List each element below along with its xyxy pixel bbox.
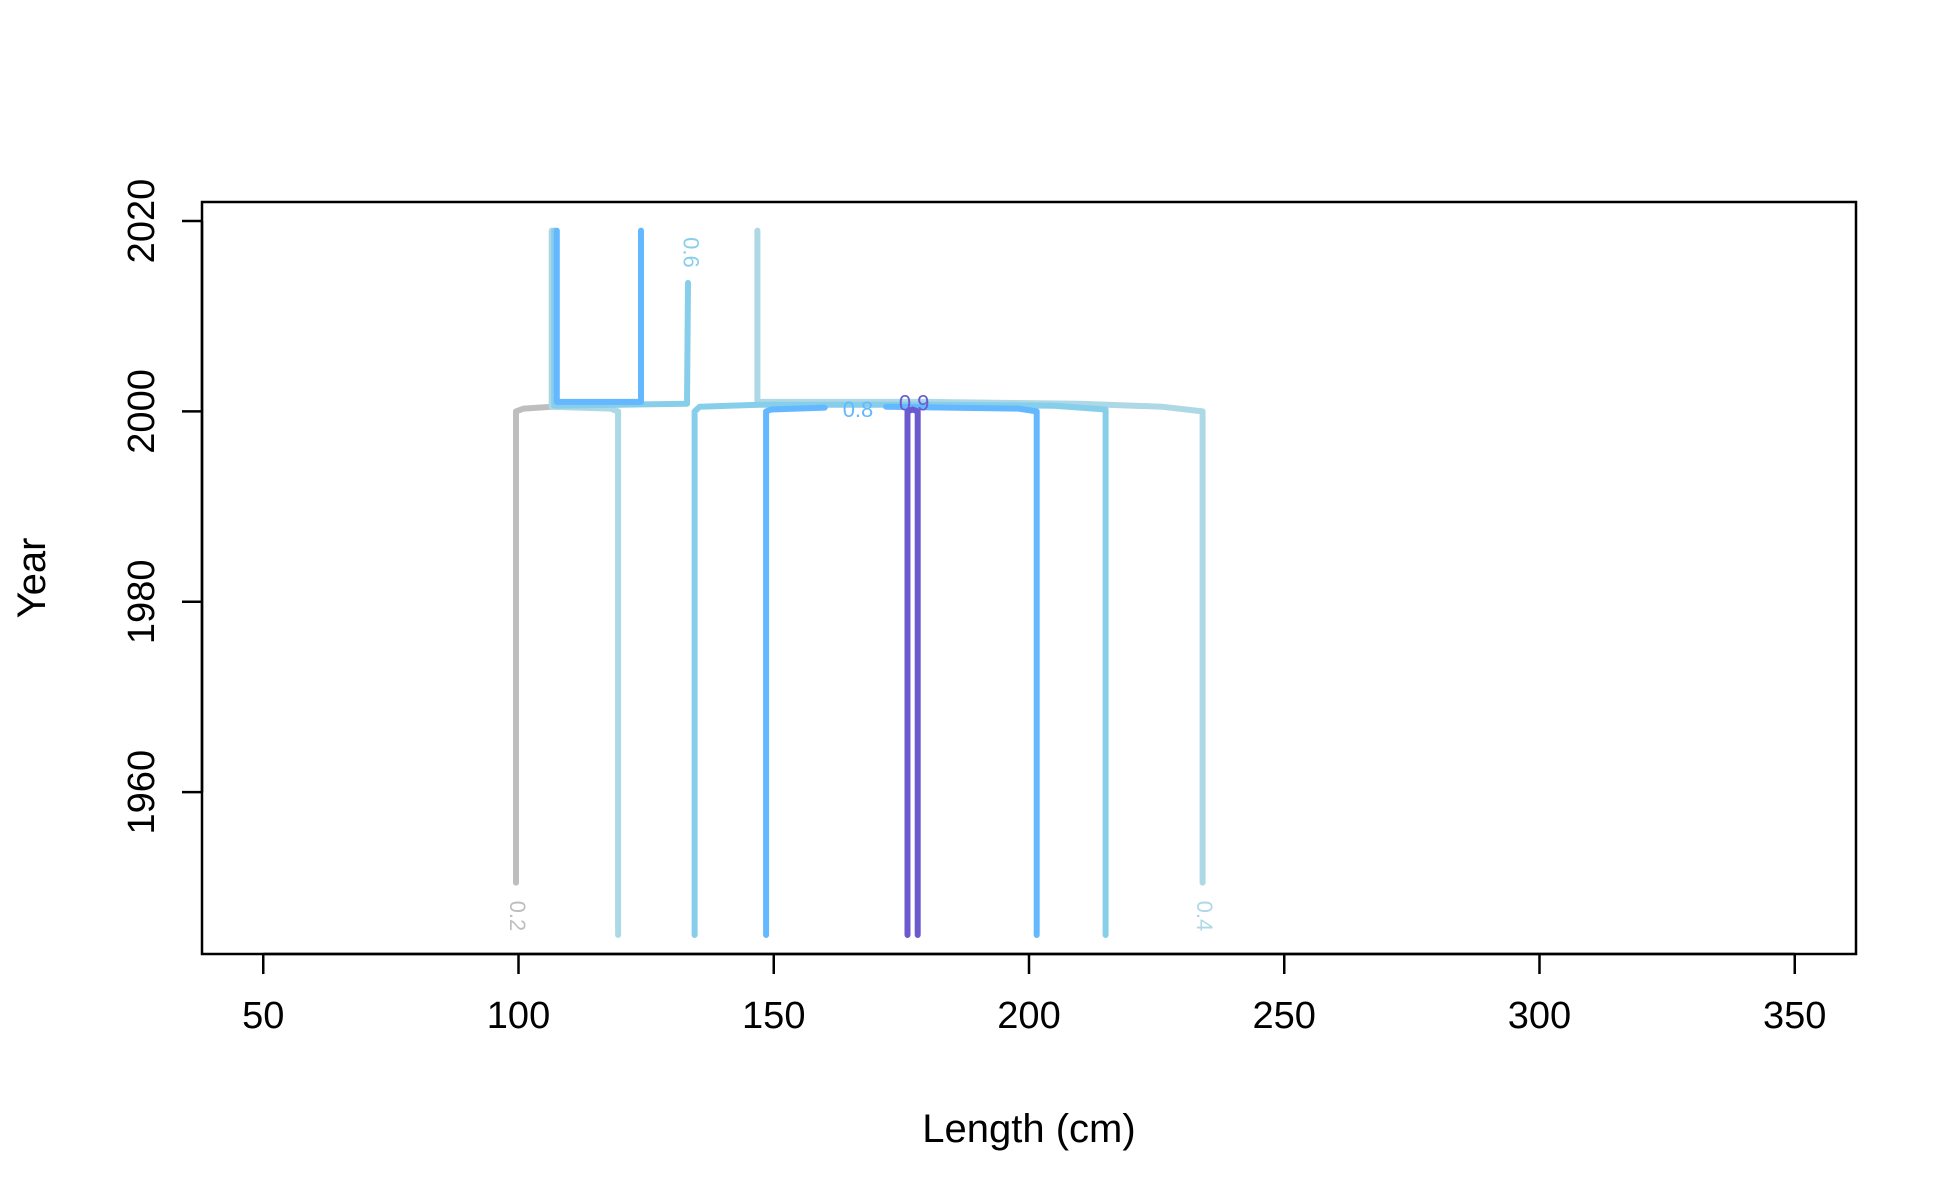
x-tick-label: 100: [487, 995, 550, 1037]
x-tick-label: 50: [242, 995, 284, 1037]
y-tick-label: 1960: [121, 750, 163, 835]
x-tick-label: 200: [997, 995, 1060, 1037]
x-tick-label: 150: [742, 995, 805, 1037]
contour-line-0-6: [691, 401, 1109, 938]
contour-line-0-8: [763, 404, 828, 938]
x-axis-title: Length (cm): [922, 1107, 1135, 1151]
contour-line-0-8: [553, 227, 644, 405]
x-axis: 50 100 150 200 250 300 350: [242, 952, 1826, 1037]
y-axis-title: Year: [10, 538, 54, 619]
contour-label-0-4: 0.4: [1192, 901, 1217, 932]
y-tick-label: 2020: [121, 179, 163, 264]
x-tick-label: 350: [1763, 995, 1826, 1037]
contour-lines: [513, 227, 1206, 938]
contour-line-0-2: [513, 403, 555, 886]
contour-line-0-8: [883, 403, 1040, 938]
contour-label-0-9: 0.9: [899, 391, 930, 416]
contour-line-0-9: [904, 406, 921, 938]
contour-label-0-2: 0.2: [505, 901, 530, 932]
x-tick-label: 300: [1508, 995, 1571, 1037]
y-axis: 1960 1980 2000 2020: [121, 179, 204, 835]
x-tick-label: 250: [1253, 995, 1316, 1037]
contour-label-0-6: 0.6: [679, 237, 704, 268]
contour-label-0-8: 0.8: [843, 397, 874, 422]
y-tick-label: 2000: [121, 369, 163, 454]
contour-labels: 0.2 0.4 0.6 0.8 0.9: [505, 237, 1217, 931]
y-tick-label: 1980: [121, 560, 163, 645]
